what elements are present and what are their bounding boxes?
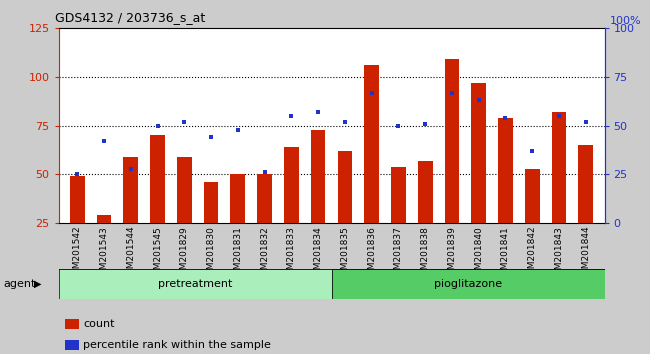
Bar xyxy=(150,135,165,223)
Bar xyxy=(498,118,513,223)
Bar xyxy=(124,157,138,223)
Bar xyxy=(97,215,111,223)
Bar xyxy=(311,130,326,223)
Bar xyxy=(58,269,332,299)
Bar xyxy=(552,112,566,223)
Bar xyxy=(364,65,379,223)
Bar xyxy=(203,182,218,223)
Text: percentile rank within the sample: percentile rank within the sample xyxy=(83,340,271,350)
Bar xyxy=(525,169,540,223)
Bar xyxy=(337,151,352,223)
Bar xyxy=(471,83,486,223)
Text: pretreatment: pretreatment xyxy=(158,279,232,289)
Bar xyxy=(391,167,406,223)
Bar xyxy=(445,59,460,223)
Text: GDS4132 / 203736_s_at: GDS4132 / 203736_s_at xyxy=(55,11,205,24)
Text: agent: agent xyxy=(3,279,36,289)
Text: pioglitazone: pioglitazone xyxy=(434,279,502,289)
Bar xyxy=(578,145,593,223)
Bar xyxy=(177,157,192,223)
Bar xyxy=(284,147,299,223)
Text: count: count xyxy=(83,319,114,329)
Text: ▶: ▶ xyxy=(34,279,42,289)
Bar xyxy=(332,269,604,299)
Bar xyxy=(257,175,272,223)
Bar xyxy=(231,175,245,223)
Bar xyxy=(70,176,84,223)
Text: 100%: 100% xyxy=(610,16,642,25)
Bar xyxy=(418,161,432,223)
